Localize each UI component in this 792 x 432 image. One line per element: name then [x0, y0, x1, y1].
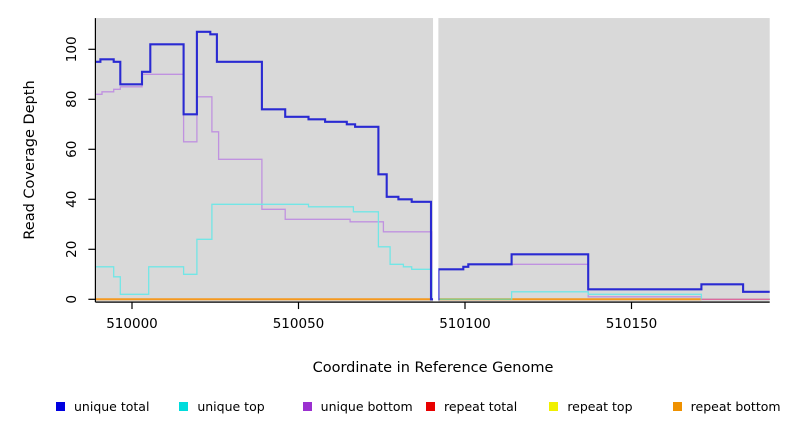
legend-swatch-icon [56, 402, 65, 411]
plot-area [95, 18, 770, 303]
coverage-gap-band [433, 17, 439, 303]
legend-label: repeat total [443, 399, 518, 414]
legend-swatch-icon [302, 402, 312, 411]
series-unique-total [95, 30, 770, 301]
x-tick-label: 510050 [273, 316, 325, 332]
y-tick-label: 0 [64, 295, 80, 304]
legend-swatch-icon [179, 402, 189, 411]
legend-item: repeat top [541, 399, 664, 414]
legend-item: unique total [48, 399, 171, 414]
legend-label: unique total [74, 399, 150, 414]
legend-label: repeat top [567, 399, 633, 414]
legend: unique total unique top unique bottom repea… [48, 399, 788, 414]
legend-item: repeat bottom [665, 399, 788, 414]
y-tick-label: 80 [64, 91, 80, 108]
series-unique-top [95, 203, 770, 300]
y-tick-label: 40 [64, 191, 80, 208]
y-tick-label: 100 [64, 36, 80, 62]
x-tick-label: 510000 [106, 316, 158, 332]
y-axis-label: Read Coverage Depth [22, 80, 38, 240]
legend-swatch-icon [425, 402, 435, 411]
legend-item: unique top [171, 399, 294, 414]
legend-label: unique bottom [320, 399, 413, 414]
legend-swatch-icon [672, 402, 682, 411]
legend-swatch-icon [549, 402, 559, 411]
legend-label: repeat bottom [690, 399, 781, 414]
legend-item: repeat total [418, 399, 541, 414]
legend-item: unique bottom [295, 399, 418, 414]
y-tick-label: 20 [64, 241, 80, 258]
x-axis-label: Coordinate in Reference Genome [312, 360, 554, 376]
y-tick-label: 60 [64, 141, 80, 158]
legend-label: unique top [197, 399, 265, 414]
x-tick-label: 510150 [606, 316, 658, 332]
x-tick-label: 510100 [439, 316, 491, 332]
